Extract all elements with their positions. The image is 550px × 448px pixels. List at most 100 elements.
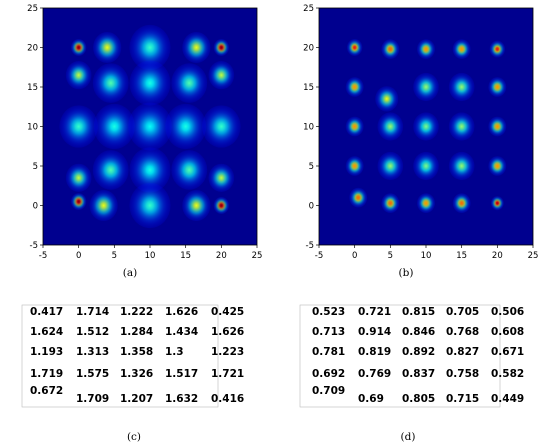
heat-spot: [65, 163, 92, 192]
x-tick-label: 20: [492, 251, 503, 261]
heat-spot: [182, 189, 211, 222]
table-cell: 0.417: [30, 306, 63, 318]
table-cell: 1.284: [120, 326, 153, 338]
x-tick-label: -5: [315, 251, 323, 261]
heat-spot: [70, 193, 87, 211]
caption-d: (d): [401, 431, 416, 443]
heat-spot: [381, 193, 400, 214]
heat-spot: [70, 39, 87, 56]
heat-spot: [208, 163, 235, 192]
heat-spot: [490, 196, 504, 211]
table-cell: 0.582: [491, 368, 524, 380]
heatmap-panel-b: -5 0 5 10 15 20 25 -5 0 5 10 15 20 25: [303, 4, 538, 261]
heat-spot: [452, 193, 471, 214]
heatmap-panel-a: -5 0 5 10 15 20 25 -5 0 5 10 15 20 25: [27, 4, 262, 261]
table-cell: 1.632: [165, 393, 198, 405]
table-cell: 1.223: [211, 346, 244, 358]
table-cell: 0.69: [358, 393, 384, 405]
heat-spot: [413, 72, 439, 102]
table-cell: 0.671: [491, 346, 524, 358]
heat-spot: [129, 24, 171, 71]
table-cell: 0.715: [446, 393, 479, 405]
table-cell: 1.709: [76, 393, 109, 405]
table-cell: 0.768: [446, 326, 479, 338]
x-tick-label: 10: [421, 251, 432, 261]
table-cell: 1.193: [30, 346, 63, 358]
table-panel-c: 0.417 1.714 1.222 1.626 0.425 1.624 1.512 1.284…: [21, 304, 244, 408]
table-cell: 1.326: [120, 368, 153, 380]
heat-spot: [377, 151, 404, 181]
table-cell: 1.207: [120, 393, 153, 405]
heat-spot: [165, 103, 207, 150]
x-tick-label: 25: [528, 251, 539, 261]
heat-spot: [448, 72, 475, 102]
y-tick-label: -5: [30, 241, 38, 251]
table-frame: [21, 304, 219, 408]
heat-spot: [413, 151, 439, 181]
table-cell: 0.523: [312, 306, 345, 318]
y-tick-label: 15: [303, 83, 314, 93]
table-cell: 0.781: [312, 346, 345, 358]
table-cell: 0.705: [446, 306, 479, 318]
table-cell: 0.506: [491, 306, 524, 318]
table-cell: 1.222: [120, 306, 153, 318]
y-tick-label: 20: [303, 44, 314, 54]
table-cell: 0.846: [402, 326, 435, 338]
heat-spot: [381, 39, 400, 59]
heat-spot: [93, 31, 122, 64]
table-cell: 0.827: [446, 346, 479, 358]
heat-spot: [213, 39, 230, 56]
x-tick-label: 5: [388, 251, 393, 261]
heat-spot: [182, 31, 211, 64]
table-cell: 1.624: [30, 326, 63, 338]
table-cell: 0.819: [358, 346, 391, 358]
x-tick-label: 15: [456, 251, 467, 261]
heat-spot: [59, 105, 98, 148]
heat-spot: [208, 61, 235, 90]
heat-spot: [129, 60, 171, 106]
table-cell: 0.815: [402, 306, 435, 318]
heat-spot: [489, 40, 506, 58]
heat-spot: [129, 182, 171, 229]
y-tick-label: 10: [303, 123, 314, 133]
table-cell: 1.358: [120, 346, 153, 358]
heat-spot: [92, 150, 129, 190]
x-tick-label: 5: [112, 251, 117, 261]
heat-spot: [89, 189, 118, 222]
caption-c: (c): [127, 431, 141, 443]
heat-spot: [375, 86, 399, 112]
y-tick-label: 5: [33, 162, 38, 172]
heat-spot: [488, 116, 507, 137]
table-cell: 0.608: [491, 326, 524, 338]
heat-spot: [345, 156, 364, 176]
x-tick-label: 10: [145, 251, 156, 261]
table-cell: 1.3: [165, 346, 184, 358]
heat-spot: [128, 102, 172, 151]
table-cell: 1.575: [76, 368, 109, 380]
heat-spot: [213, 197, 230, 214]
heat-spot: [346, 39, 363, 56]
x-tick-label: 25: [252, 251, 263, 261]
table-cell: 1.512: [76, 326, 109, 338]
heat-spot: [377, 112, 404, 141]
table-cell: 1.517: [165, 368, 198, 380]
heat-spot: [448, 112, 475, 141]
heat-spot: [65, 61, 92, 90]
x-tick-label: 15: [180, 251, 191, 261]
table-cell: 0.805: [402, 393, 435, 405]
y-tick-label: 25: [27, 4, 38, 14]
heat-spot: [129, 147, 171, 193]
table-cell: 0.416: [211, 393, 244, 405]
y-tick-label: 10: [27, 123, 38, 133]
y-tick-label: 20: [27, 44, 38, 54]
heat-spot: [417, 39, 435, 59]
table-cell: 0.721: [358, 306, 391, 318]
y-tick-label: 0: [33, 202, 38, 212]
x-tick-label: 0: [76, 251, 81, 261]
table-cell: 1.714: [76, 306, 109, 318]
table-panel-d: 0.523 0.721 0.815 0.705 0.506 0.713 0.914 0.846…: [299, 304, 524, 408]
table-cell: 0.449: [491, 393, 524, 405]
table-cell: 1.721: [211, 368, 244, 380]
table-cell: 0.837: [402, 368, 435, 380]
